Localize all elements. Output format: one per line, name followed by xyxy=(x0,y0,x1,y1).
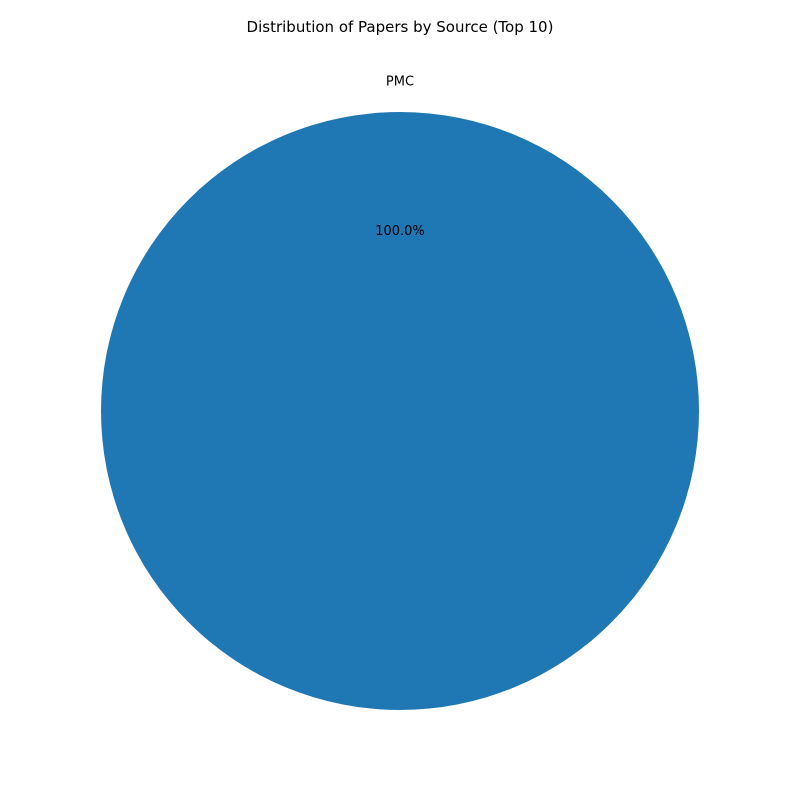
pie-slices xyxy=(101,112,699,710)
pie-slice-pmc xyxy=(101,112,699,710)
pie-labels: 100.0% PMC xyxy=(375,75,425,240)
pie-pct-label: 100.0% xyxy=(375,224,425,239)
chart-title: Distribution of Papers by Source (Top 10… xyxy=(247,18,554,36)
pie-slice-label: PMC xyxy=(386,75,414,90)
